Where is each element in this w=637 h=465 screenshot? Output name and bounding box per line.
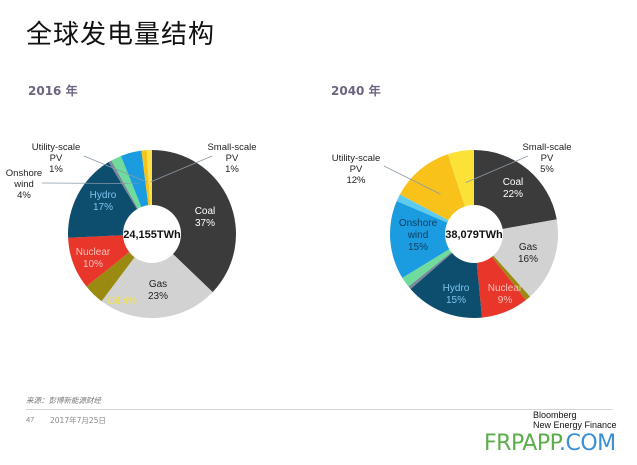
date: 2017年7月25日 [50, 416, 106, 425]
page-number: 47 [26, 415, 35, 424]
callout-name-label: PV [541, 153, 554, 164]
slice-onshore-wind [389, 201, 474, 278]
callout-name-label: PV [350, 164, 363, 175]
footer-divider [26, 409, 613, 410]
callout-name-label: Onshore [6, 168, 42, 179]
slice-pct-label: 9% [498, 295, 513, 306]
callout-name-label: Small-scale [522, 142, 571, 153]
slice-pct-label: Oil 4% [107, 296, 137, 307]
brand-logo: Bloomberg New Energy Finance [533, 410, 617, 430]
callout-name-label: Small-scale [207, 142, 256, 153]
slice-pct-label: 37% [195, 218, 215, 229]
callout-name-label: PV [226, 153, 239, 164]
pie-2016 [68, 150, 236, 319]
slice-name-label: wind [407, 230, 429, 241]
slice-coal [474, 150, 557, 234]
callout-line [465, 155, 529, 183]
callout-pct-label: 1% [49, 164, 63, 175]
slice-pct-label: 10% [83, 259, 103, 270]
callout-pct-label: 5% [540, 164, 554, 175]
center-total-label: 24,155TWh [123, 229, 181, 241]
slice-name-label: Coal [195, 206, 216, 217]
donut-hole [123, 205, 181, 263]
slice-name-label: Coal [503, 177, 524, 188]
center-total-label: 38,079TWh [445, 229, 503, 241]
brand-line1: Bloomberg [533, 410, 577, 420]
donut-hole [445, 205, 503, 263]
page-title: 全球发电量结构 [26, 20, 216, 50]
slice-pct-label: 15% [446, 295, 466, 306]
callout-line [383, 165, 441, 195]
slice-pct-label: 15% [408, 242, 428, 253]
callout-name-label: Utility-scale [32, 142, 81, 153]
slice-pct-label: 17% [93, 202, 113, 213]
callout-line [41, 182, 139, 184]
slice-name-label: Onshore [399, 218, 438, 229]
callout-name-label: Utility-scale [332, 153, 381, 164]
pie-2040-labels: Coal22%Gas16%Nuclear9%Hydro15%Onshorewin… [332, 142, 572, 306]
slice-name-label: Gas [149, 279, 167, 290]
callout-line [83, 155, 148, 183]
watermark-part2: .COM [558, 431, 616, 456]
slice-pct-label: 16% [518, 254, 538, 265]
callout-pct-label: 4% [17, 190, 31, 201]
callout-pct-label: 12% [346, 175, 366, 186]
watermark-part1: FRPAPP [484, 431, 559, 456]
chart-2016-title: 2016 年 [28, 84, 78, 98]
slice-pct-label: 22% [503, 189, 523, 200]
slice-name-label: Nuclear [488, 283, 523, 294]
slice-name-label: Hydro [90, 190, 117, 201]
callout-line [150, 155, 213, 183]
brand-line2: New Energy Finance [533, 420, 617, 430]
watermark: FRPAPP.COM [484, 432, 616, 456]
pie-2040 [389, 150, 558, 318]
slice-gas [101, 234, 213, 319]
slice-name-label: Hydro [443, 283, 470, 294]
slice-name-label: Nuclear [76, 247, 111, 258]
slice-name-label: Gas [519, 242, 537, 253]
chart-2040-title: 2040 年 [331, 84, 381, 98]
slice-pct-label: 23% [148, 291, 168, 302]
callout-name-label: wind [13, 179, 34, 190]
source-note: 来源：彭博新能源财经 [26, 396, 101, 405]
callout-pct-label: 1% [225, 164, 239, 175]
callout-name-label: PV [50, 153, 63, 164]
slice-coal [152, 150, 236, 293]
